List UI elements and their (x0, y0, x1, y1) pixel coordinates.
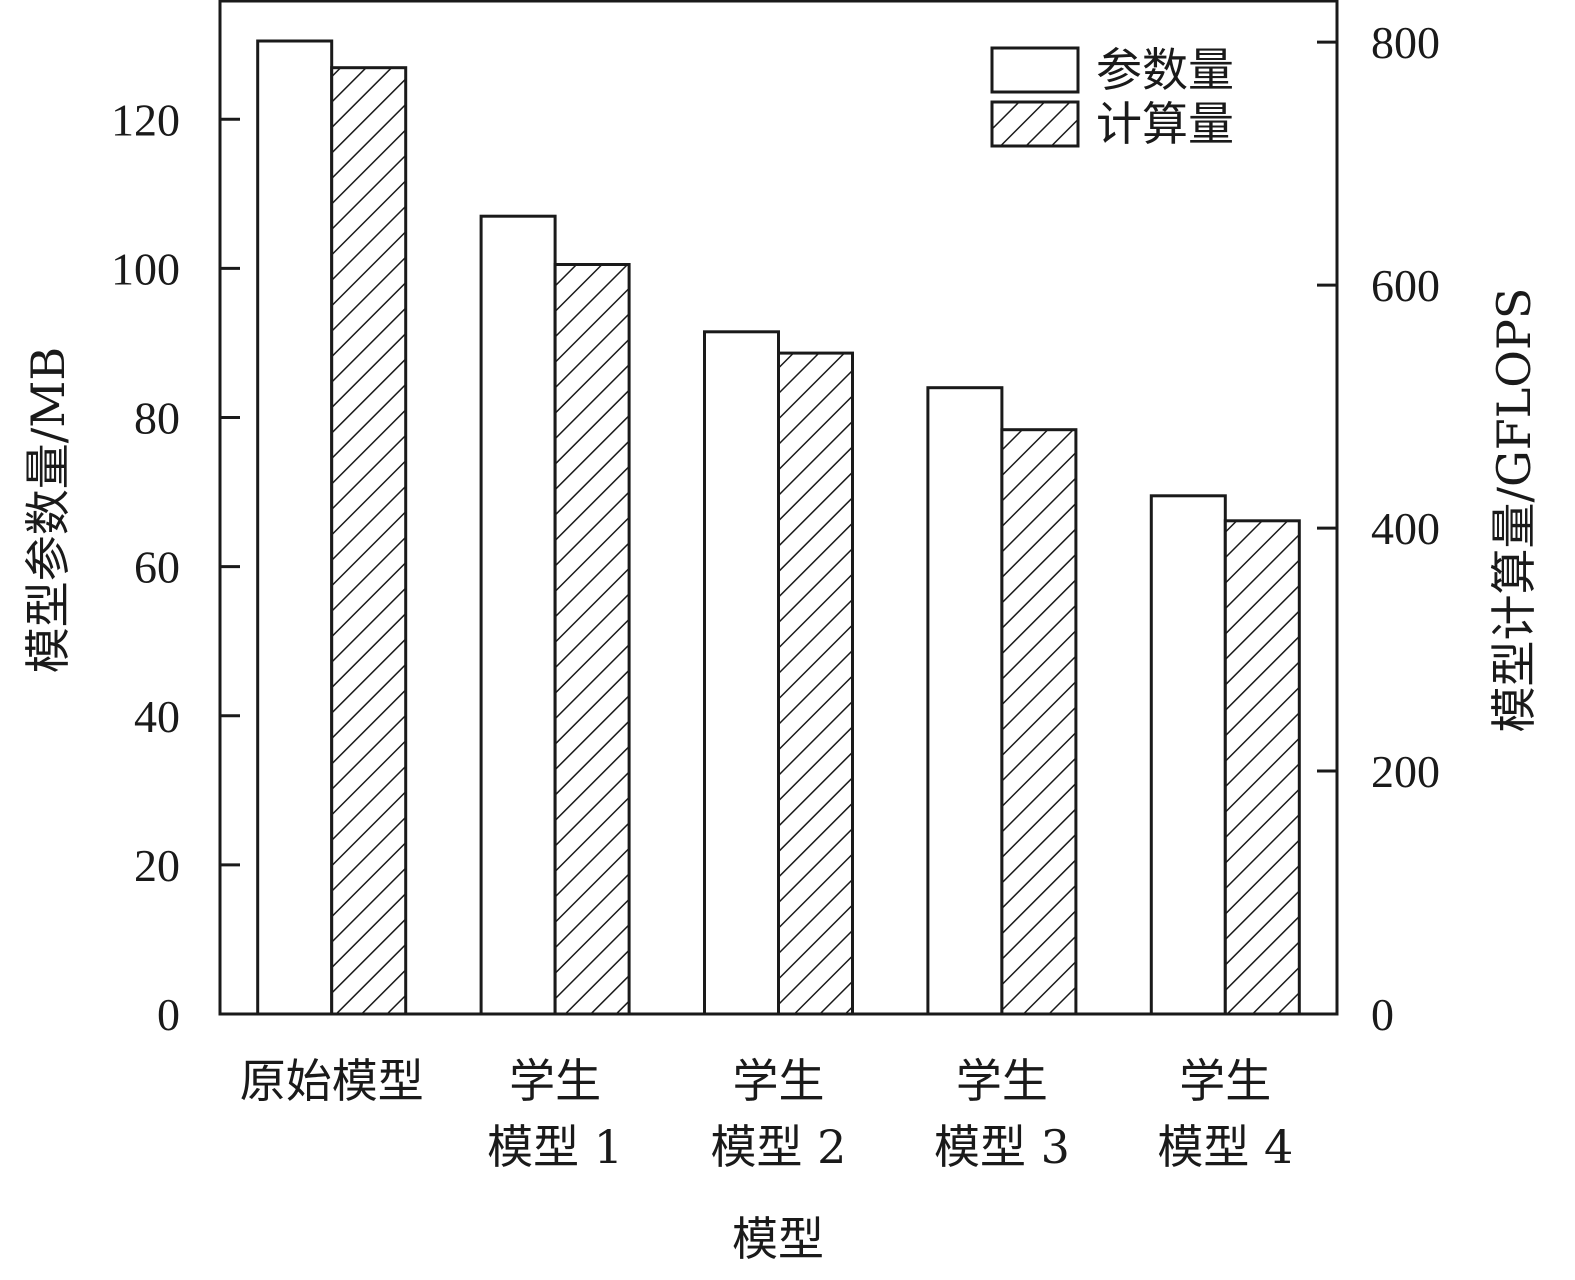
y-left-tick-label-1: 20 (134, 840, 180, 891)
legend-swatch-1 (990, 100, 1080, 148)
bar-params-0 (256, 39, 334, 1016)
y-right-tick-label-1: 200 (1371, 746, 1440, 797)
category-label-4-line-1: 模型 4 (1157, 1120, 1293, 1174)
y-right-tick-label-2: 400 (1371, 503, 1440, 554)
y-axis-right-title: 模型计算量/GFLOPS (1487, 288, 1541, 733)
legend-label-0: 参数量 (1096, 43, 1234, 97)
category-label-3-line-1: 模型 3 (934, 1120, 1070, 1174)
legend-label-1: 计算量 (1096, 97, 1234, 151)
bar-flops-1 (553, 263, 631, 1016)
bar-params-2 (703, 330, 780, 1016)
legend-swatch-0 (990, 46, 1080, 94)
y-left-tick-label-2: 40 (134, 691, 180, 742)
bar-flops-0 (330, 66, 408, 1016)
bar-params-1 (479, 214, 557, 1016)
category-label-1-line-1: 模型 1 (487, 1120, 623, 1174)
y-right-tick-label-0: 0 (1371, 989, 1394, 1040)
y-right-tick-label-4: 800 (1371, 17, 1440, 68)
y-axis-left-title: 模型参数量/MB (21, 347, 75, 673)
bar-flops-4 (1223, 519, 1301, 1016)
y-left-tick-label-3: 60 (134, 542, 180, 593)
y-left-tick-label-0: 0 (157, 989, 180, 1040)
bar-flops-3 (1000, 428, 1078, 1016)
bar-flops-2 (777, 351, 854, 1016)
y-right-tick-label-3: 600 (1371, 260, 1440, 311)
y-left-tick-label-6: 120 (111, 94, 180, 145)
category-label-0-line-0: 原始模型 (240, 1054, 424, 1108)
ticks-group: 0 20 40 60 80 100 120 0 200 400 600 800 (111, 17, 1440, 1040)
category-label-3-line-0: 学生 (956, 1054, 1048, 1108)
bar-params-4 (1149, 494, 1227, 1016)
bars-group (256, 39, 1301, 1016)
plot-frame (218, 0, 1339, 1016)
category-label-2-line-0: 学生 (733, 1054, 825, 1108)
axes-group (218, 0, 1339, 1016)
category-label-4-line-0: 学生 (1179, 1054, 1271, 1108)
x-axis-title: 模型 (732, 1212, 824, 1266)
bar-params-3 (926, 386, 1004, 1016)
category-label-1-line-0: 学生 (509, 1054, 601, 1108)
category-label-2-line-1: 模型 2 (711, 1120, 847, 1174)
y-left-tick-label-4: 80 (134, 393, 180, 444)
y-left-tick-label-5: 100 (111, 243, 180, 294)
